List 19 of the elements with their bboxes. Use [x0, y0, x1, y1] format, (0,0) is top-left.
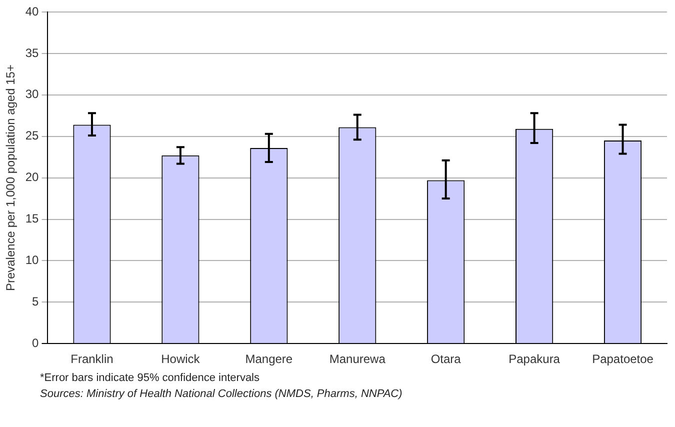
x-tick-label: Franklin: [70, 352, 114, 366]
y-tick-label: 40: [25, 4, 40, 18]
y-tick-label: 20: [25, 170, 40, 184]
y-tick-label: 25: [25, 128, 40, 143]
y-tick-label: 15: [25, 212, 40, 226]
text: *Error bars indicate 95% confidence intervals: [40, 371, 261, 386]
x-tick-label: Otara: [430, 352, 462, 366]
y-tick-label: 0: [32, 336, 40, 350]
source-note: Sources: Ministry of Health National Collections (NMDS, Pharms, NNPAC): [40, 387, 402, 402]
x-tick-label: Papatoetoe: [592, 352, 654, 366]
x-tick-label: Manurewa: [329, 352, 386, 366]
x-tick-label: Mangere: [245, 352, 293, 366]
y-tick-label: 30: [25, 87, 40, 102]
y-tick-label: 5: [32, 294, 40, 308]
y-tick-label: 10: [25, 253, 40, 268]
x-tick-label: Howick: [161, 352, 201, 366]
y-axis-title: Prevalence per 1,000 population aged 15+: [4, 64, 18, 292]
x-tick-label: Papakura: [508, 352, 560, 366]
y-tick-label: 35: [25, 46, 40, 60]
